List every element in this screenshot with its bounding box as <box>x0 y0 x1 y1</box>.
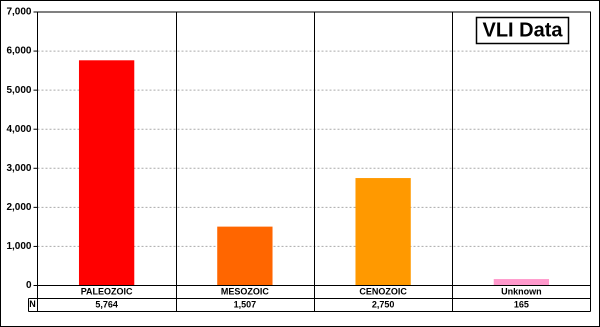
bars <box>78 60 550 286</box>
table-value: 165 <box>514 299 529 309</box>
y-tick-label: 7,000 <box>6 7 31 18</box>
table-value: 1,507 <box>234 299 257 309</box>
table-value: 2,750 <box>372 299 395 309</box>
bar <box>78 60 135 286</box>
bar <box>493 279 550 286</box>
y-tick-label: 2,000 <box>6 202 31 213</box>
table-value: 5,764 <box>95 299 118 309</box>
y-tick-label: 6,000 <box>6 46 31 57</box>
x-tick-label: MESOZOIC <box>221 286 270 296</box>
y-tick-label: 4,000 <box>6 124 31 135</box>
table-row-label: N <box>29 299 36 309</box>
y-tick-label: 1,000 <box>6 241 31 252</box>
bar <box>217 226 273 286</box>
x-tick-label: CENOZOIC <box>359 286 407 296</box>
x-tick-label: PALEOZOIC <box>81 286 133 296</box>
y-tick-label: 5,000 <box>6 85 31 96</box>
bar <box>355 178 411 286</box>
y-tick-label: 3,000 <box>6 163 31 174</box>
y-tick-label: 0 <box>26 280 32 291</box>
foreground: 0 1,000 2,000 3,000 4,000 5,000 6,000 7,000 PALE… <box>6 7 591 312</box>
title-box <box>475 16 570 45</box>
chart-title: VLI Data <box>482 19 563 41</box>
x-tick-label: Unknown <box>501 286 542 296</box>
